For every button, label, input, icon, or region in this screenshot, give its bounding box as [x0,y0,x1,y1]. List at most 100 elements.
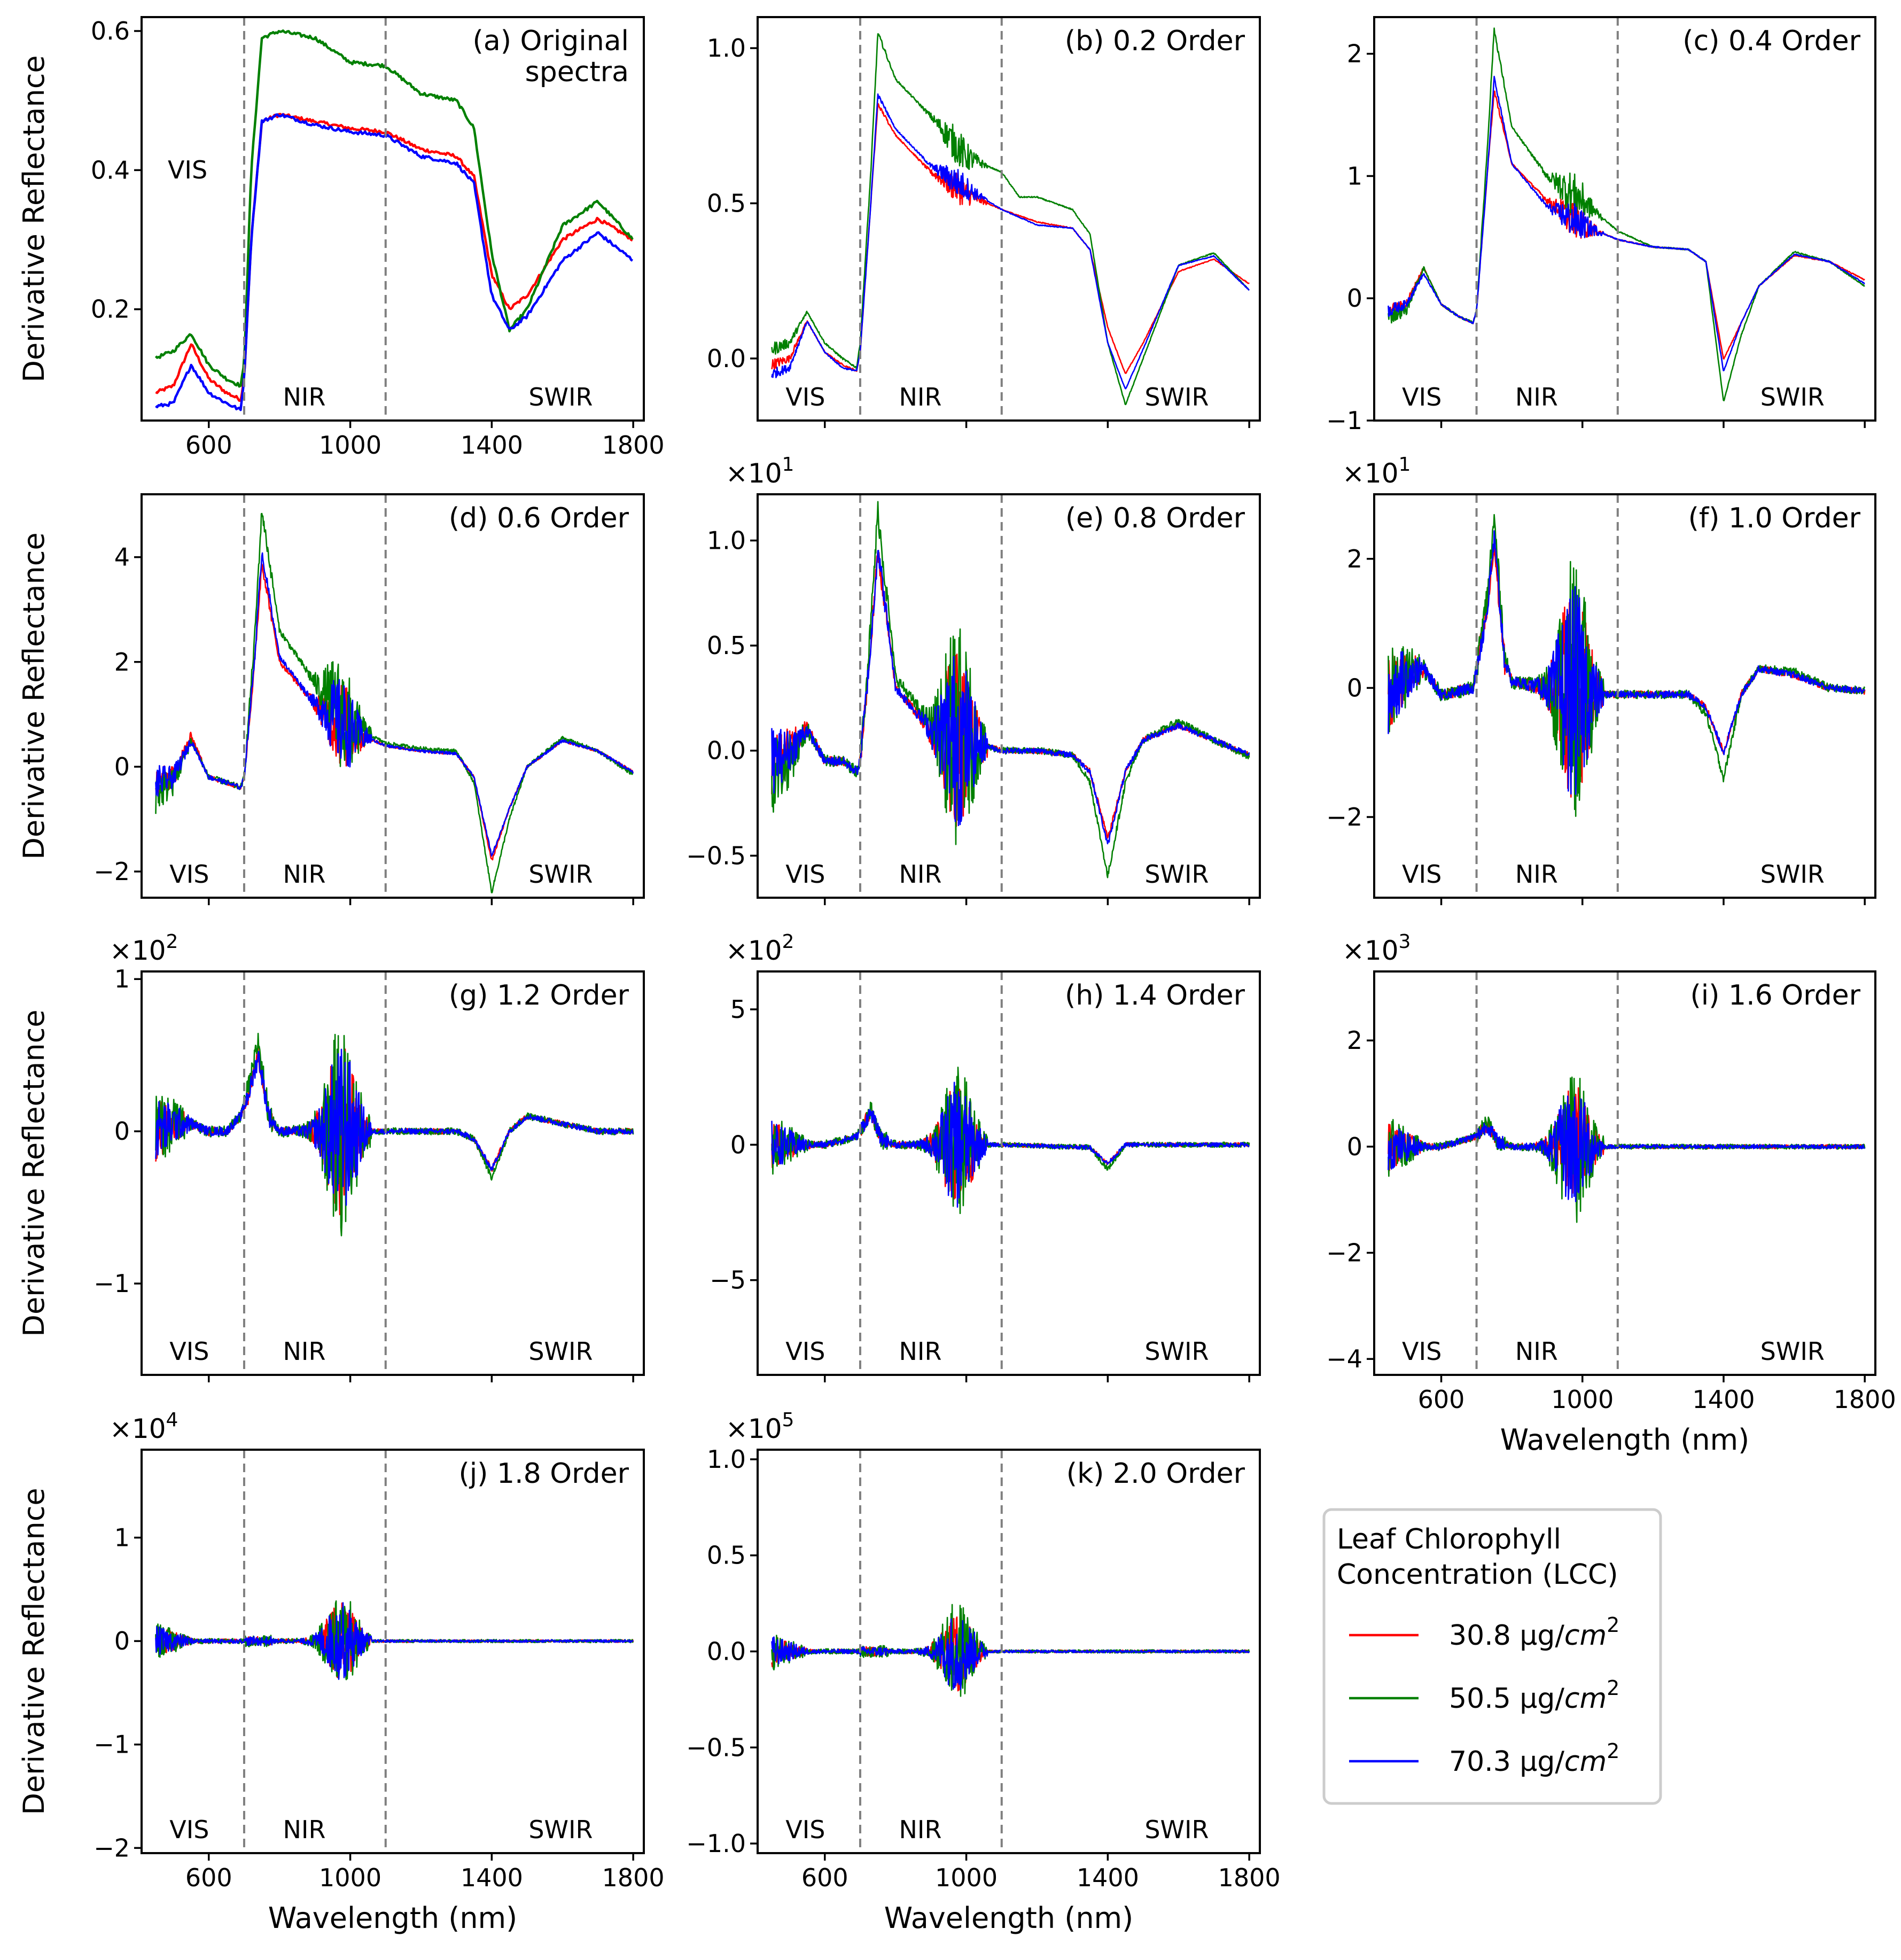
panel-title-e: (e) 0.8 Order [1065,502,1245,534]
series-line-c-2 [1388,75,1865,371]
ytick-label-e-3: 1.0 [707,526,746,555]
xtick-label-j-1: 1000 [319,1863,381,1892]
axes-frame-h [757,970,1261,1376]
xtick-label-a-1: 1000 [319,431,381,460]
region-label-nir-a: NIR [283,383,326,411]
ytick-label-i-2: 0 [1347,1132,1362,1161]
ytick-label-i-3: 2 [1347,1026,1362,1055]
ytick-label-b-1: 0.5 [707,189,746,217]
region-label-nir-b: NIR [899,383,942,411]
legend-title-0: Leaf Chlorophyll [1337,1523,1561,1555]
region-label-nir-e: NIR [899,860,942,889]
panel-d: −2 0 2 4 (d) 0.6 Order VIS NIR SWIR Derivative R… [17,493,645,905]
plot-area-f [1388,514,1866,817]
xtick-label-k-1: 1000 [935,1863,998,1892]
series-line-a-2 [155,113,634,411]
region-label-swir-h: SWIR [1144,1337,1209,1366]
region-label-nir-g: NIR [283,1337,326,1366]
region-label-vis-i: VIS [1402,1337,1442,1366]
series-line-e-1 [771,501,1250,878]
ytick-label-a-2: 0.6 [91,17,130,45]
panel-title-i: (i) 1.6 Order [1690,979,1860,1012]
ytick-label-h-2: 5 [730,995,746,1024]
ytick-label-c-1: 0 [1347,284,1362,313]
xlabel-i: Wavelength (nm) [1500,1423,1749,1457]
series-line-b-1 [771,33,1250,406]
exponent-label-f: ×101 [1342,454,1411,489]
exponent-label-g: ×102 [110,931,178,966]
region-label-swir-g: SWIR [528,1337,593,1366]
plot-area-c [1388,27,1865,402]
region-label-swir-b: SWIR [1144,383,1209,411]
legend-label-1: 50.5 μg/cm2 [1449,1676,1619,1715]
xtick-label-j-2: 1400 [461,1863,523,1892]
xlabel-j: Wavelength (nm) [268,1901,517,1935]
panel-g: −1 0 1 (g) 1.2 Order ×102 VIS NIR SWIR Derivativ… [17,931,645,1382]
ytick-label-a-1: 0.4 [91,155,130,184]
region-label-swir-k: SWIR [1144,1815,1209,1844]
ytick-label-j-2: 0 [114,1627,130,1655]
legend-box [1322,1508,1662,1805]
plot-area-e [771,501,1250,878]
panel-a: 0.2 0.4 0.6 600 1000 1400 1800 (a) Originalspec… [17,16,665,460]
xtick-label-k-3: 1800 [1218,1863,1281,1892]
region-label-vis-a: VIS [168,155,207,184]
ytick-label-b-2: 1.0 [707,34,746,63]
ytick-label-d-0: −2 [94,857,130,886]
region-label-swir-a: SWIR [528,383,593,411]
ytick-label-f-0: −2 [1326,803,1362,831]
xtick-label-j-0: 600 [185,1863,232,1892]
ytick-label-h-1: 0 [730,1130,746,1159]
ytick-label-i-0: −4 [1326,1344,1362,1373]
ytick-label-f-2: 2 [1347,545,1362,573]
exponent-label-k: ×105 [726,1409,794,1444]
panel-e: −0.5 0.0 0.5 1.0 (e) 0.8 Order ×101 VIS NIR SWIR [686,454,1261,905]
region-label-nir-k: NIR [899,1815,942,1844]
ytick-label-j-1: −1 [94,1730,130,1759]
ylabel-j: Derivative Reflectance [17,1488,51,1815]
region-label-nir-d: NIR [283,860,326,889]
ytick-label-k-0: −1.0 [686,1829,746,1858]
xtick-label-k-2: 1400 [1077,1863,1139,1892]
region-label-vis-c: VIS [1402,383,1442,411]
axes-frame-j [141,1449,645,1854]
ytick-label-g-0: −1 [94,1269,130,1298]
ytick-label-c-2: 1 [1347,161,1362,190]
panel-k: −1.0 −0.5 0.0 0.5 1.0 600 1000 1400 1800 (k) 2.0 … [686,1409,1280,1935]
axes-frame-f [1373,493,1876,899]
region-label-swir-i: SWIR [1760,1337,1825,1366]
plot-area-j [155,1600,634,1681]
axes-frame-e [757,493,1261,899]
ytick-label-j-3: 1 [114,1523,130,1552]
ytick-label-f-1: 0 [1347,673,1362,702]
region-label-vis-b: VIS [785,383,825,411]
ytick-label-k-3: 0.5 [707,1541,746,1570]
ytick-label-c-3: 2 [1347,40,1362,68]
ytick-label-e-0: −0.5 [686,841,746,870]
panel-title-h: (h) 1.4 Order [1065,979,1245,1012]
ytick-label-g-2: 1 [114,965,130,993]
exponent-label-i: ×103 [1342,931,1411,966]
panel-title-a: (a) Original [473,25,629,57]
ytick-label-b-0: 0.0 [707,344,746,373]
xtick-label-i-0: 600 [1418,1385,1465,1414]
xtick-label-k-0: 600 [801,1863,848,1892]
panel-title-c: (c) 0.4 Order [1682,25,1860,57]
region-label-swir-j: SWIR [528,1815,593,1844]
legend-title-1: Concentration (LCC) [1337,1559,1618,1591]
region-label-nir-f: NIR [1515,860,1558,889]
plot-area-g [155,1032,634,1236]
legend-label-0: 30.8 μg/cm2 [1449,1613,1619,1652]
xtick-label-a-0: 600 [185,431,232,460]
ytick-label-i-1: −2 [1326,1239,1362,1267]
panel-title-j: (j) 1.8 Order [458,1458,629,1490]
region-label-vis-j: VIS [169,1815,209,1844]
legend-label-2: 70.3 μg/cm2 [1449,1739,1619,1778]
panel-i: −4 −2 0 2 600 1000 1400 1800 (i) 1.6 Order ×103 VI… [1326,931,1896,1457]
axes-frame-a [141,16,645,422]
region-label-nir-h: NIR [899,1337,942,1366]
ytick-label-e-2: 0.5 [707,631,746,660]
region-label-vis-e: VIS [785,860,825,889]
plot-area-k [771,1604,1250,1697]
